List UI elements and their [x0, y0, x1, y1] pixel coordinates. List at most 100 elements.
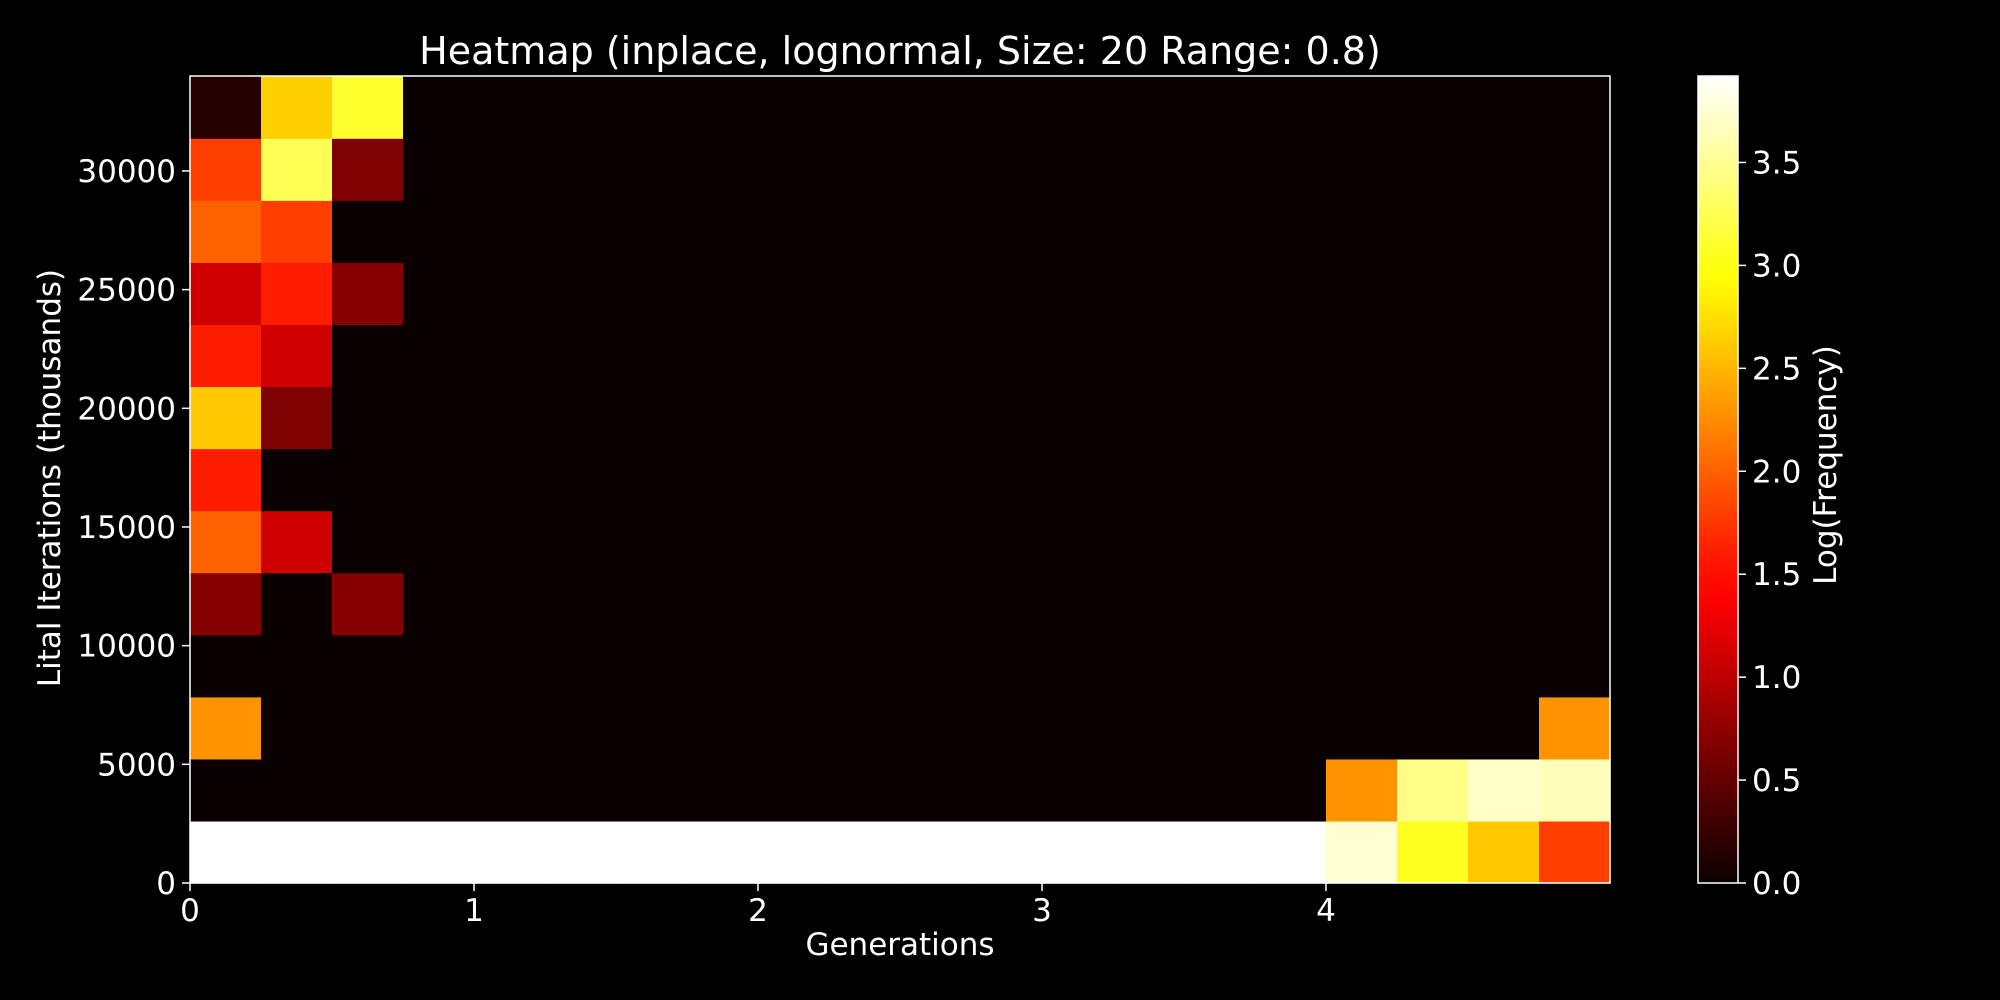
heatmap-cell	[403, 76, 475, 139]
heatmap-cell	[261, 262, 333, 325]
heatmap-cell	[261, 572, 333, 636]
heatmap-cell	[971, 820, 1043, 884]
heatmap-cell	[1113, 510, 1185, 574]
heatmap-cell	[1397, 262, 1469, 325]
heatmap-cell	[545, 572, 617, 636]
heatmap-cell	[1397, 510, 1469, 574]
heatmap-cell	[1113, 76, 1185, 139]
heatmap-cell	[1184, 76, 1256, 139]
heatmap-cell	[545, 138, 617, 201]
heatmap-cell	[1539, 138, 1611, 201]
heatmap-cell	[403, 696, 475, 760]
heatmap-cell	[190, 572, 262, 636]
colorbar-tick-label: 0.0	[1752, 866, 1801, 902]
heatmap-cell	[1539, 758, 1611, 822]
heatmap-cell	[1468, 758, 1540, 822]
heatmap-cell	[474, 324, 546, 388]
heatmap-cell	[1255, 572, 1327, 636]
heatmap-cell	[900, 200, 972, 263]
heatmap-cell	[900, 634, 972, 698]
heatmap-cell	[1184, 262, 1256, 325]
heatmap-cell	[190, 324, 262, 388]
heatmap-cell	[1539, 634, 1611, 698]
heatmap-cell	[900, 262, 972, 325]
heatmap-cell	[829, 572, 901, 636]
colorbar-tick-label: 2.0	[1752, 454, 1801, 490]
colorbar-axis: 0.0 0.5 1.0 1.5 2.0 2.5 3.0 3.5	[1738, 145, 1801, 902]
heatmap-cell	[971, 758, 1043, 822]
heatmap-cell	[474, 262, 546, 325]
x-tick-label: 3	[1032, 893, 1052, 929]
heatmap-cell	[1255, 634, 1327, 698]
heatmap-cell	[332, 262, 404, 325]
heatmap-cell	[1042, 572, 1114, 636]
heatmap-cell	[971, 324, 1043, 388]
y-tick-label: 5000	[97, 747, 176, 783]
heatmap-cell	[332, 820, 404, 884]
heatmap-cell	[1397, 758, 1469, 822]
heatmap-cell	[332, 448, 404, 512]
x-axis: 0 1 2 3 4	[180, 883, 1336, 929]
chart-title: Heatmap (inplace, lognormal, Size: 20 Ra…	[419, 29, 1381, 73]
heatmap-cell	[1184, 448, 1256, 512]
colorbar-tick-label: 2.5	[1752, 351, 1801, 387]
heatmap-cell	[1468, 262, 1540, 325]
heatmap-cell	[1042, 262, 1114, 325]
heatmap-cell	[1042, 386, 1114, 450]
heatmap-cell	[1042, 820, 1114, 884]
heatmap-cell	[758, 634, 830, 698]
heatmap-cell	[687, 510, 759, 574]
heatmap-cell	[971, 510, 1043, 574]
heatmap-cell	[1326, 386, 1398, 450]
heatmap-cell	[545, 448, 617, 512]
y-tick-label: 20000	[77, 391, 176, 427]
heatmap-cell	[1539, 510, 1611, 574]
heatmap-cell	[332, 510, 404, 574]
heatmap-cell	[1397, 200, 1469, 263]
heatmap-cell	[1539, 572, 1611, 636]
heatmap-cell	[1539, 386, 1611, 450]
heatmap-cell	[758, 386, 830, 450]
heatmap-cell	[190, 386, 262, 450]
heatmap-cell	[1468, 510, 1540, 574]
heatmap-cell	[829, 262, 901, 325]
heatmap-cell	[1539, 200, 1611, 263]
heatmap-cell	[1539, 76, 1611, 139]
heatmap-cell	[1042, 138, 1114, 201]
heatmap-cells	[190, 76, 1611, 884]
heatmap-cell	[1326, 696, 1398, 760]
heatmap-cell	[1113, 138, 1185, 201]
heatmap-cell	[687, 76, 759, 139]
heatmap-cell	[1255, 510, 1327, 574]
colorbar-label: Log(Frequency)	[1808, 345, 1844, 585]
heatmap-cell	[758, 758, 830, 822]
heatmap-cell	[971, 634, 1043, 698]
heatmap-cell	[1113, 572, 1185, 636]
heatmap-cell	[758, 510, 830, 574]
heatmap-cell	[1468, 696, 1540, 760]
heatmap-cell	[403, 820, 475, 884]
heatmap-cell	[1326, 262, 1398, 325]
heatmap-cell	[758, 820, 830, 884]
heatmap-cell	[900, 758, 972, 822]
heatmap-cell	[829, 386, 901, 450]
heatmap-cell	[971, 138, 1043, 201]
heatmap-cell	[1468, 138, 1540, 201]
heatmap-cell	[1042, 696, 1114, 760]
heatmap-cell	[1255, 820, 1327, 884]
heatmap-cell	[971, 200, 1043, 263]
heatmap-cell	[1468, 448, 1540, 512]
heatmap-cell	[1255, 76, 1327, 139]
heatmap-cell	[900, 324, 972, 388]
y-tick-label: 15000	[77, 510, 176, 546]
heatmap-cell	[687, 262, 759, 325]
heatmap-cell	[1184, 138, 1256, 201]
heatmap-cell	[829, 510, 901, 574]
heatmap-cell	[261, 448, 333, 512]
heatmap-cell	[616, 510, 688, 574]
heatmap-cell	[1113, 386, 1185, 450]
heatmap-cell	[1326, 200, 1398, 263]
heatmap-cell	[545, 510, 617, 574]
heatmap-cell	[971, 448, 1043, 512]
